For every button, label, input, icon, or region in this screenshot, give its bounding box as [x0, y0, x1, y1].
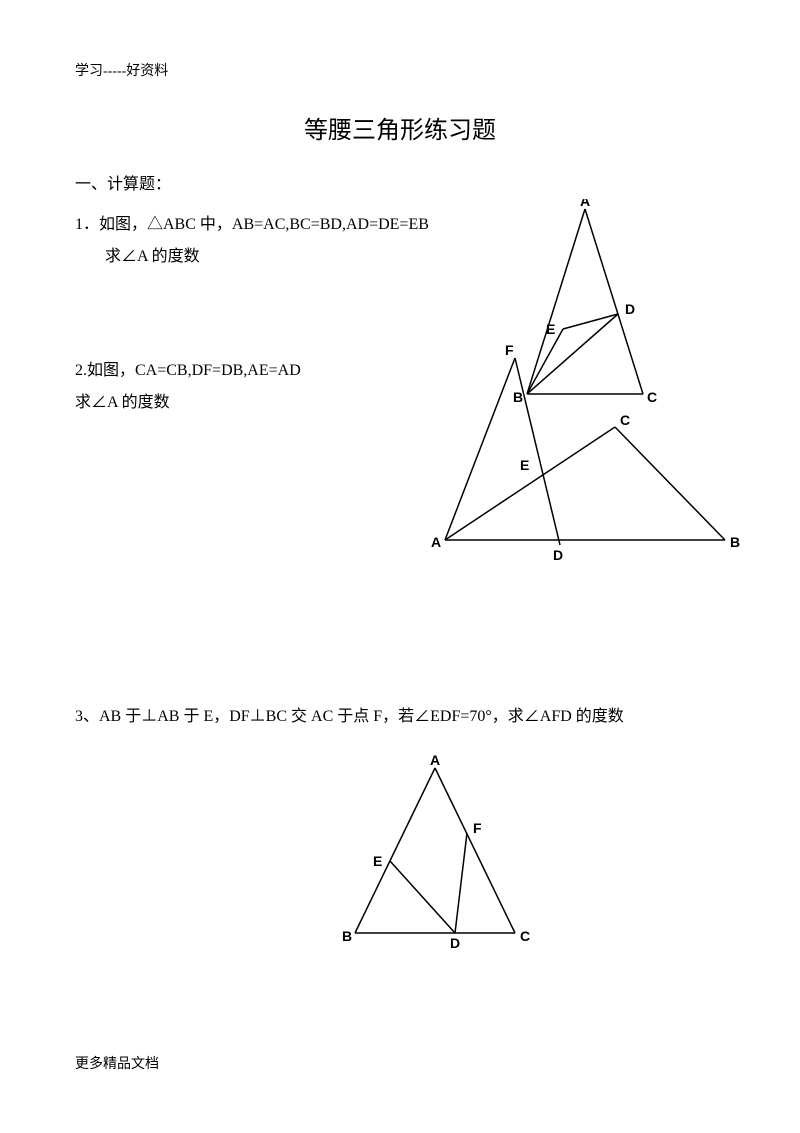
header-text: 学习-----好资料 — [75, 60, 725, 80]
problem-1: 1．如图，△ABC 中，AB=AC,BC=BD,AD=DE=EB 求∠A 的度数… — [75, 209, 725, 273]
label-b: B — [730, 534, 740, 550]
label-e: E — [520, 457, 529, 473]
diagram-2: A B C D E F — [425, 340, 745, 570]
problem-3-line-1: 3、AB 于⊥AB 于 E，DF⊥BC 交 AC 于点 F，若∠EDF=70°，… — [75, 701, 725, 733]
label-e: E — [546, 321, 555, 337]
label-b: B — [342, 928, 352, 944]
label-e: E — [373, 853, 382, 869]
page-title: 等腰三角形练习题 — [75, 110, 725, 145]
diagram-3: A B C D E F — [325, 753, 555, 953]
section-heading: 一、计算题： — [75, 170, 725, 194]
problem-3: 3、AB 于⊥AB 于 E，DF⊥BC 交 AC 于点 F，若∠EDF=70°，… — [75, 701, 725, 953]
problem-2-line-2: 求∠A 的度数 — [75, 387, 455, 419]
problem-1-line-2: 求∠A 的度数 — [75, 241, 455, 273]
label-d: D — [625, 301, 635, 317]
label-c: C — [520, 928, 530, 944]
label-c: C — [620, 412, 630, 428]
label-a: A — [431, 534, 441, 550]
problem-1-line-1: 1．如图，△ABC 中，AB=AC,BC=BD,AD=DE=EB — [75, 209, 455, 241]
label-f: F — [505, 342, 514, 358]
label-a: A — [580, 199, 590, 209]
footer-text: 更多精品文档 — [75, 1053, 159, 1073]
label-d: D — [553, 547, 563, 563]
label-d: D — [450, 935, 460, 951]
problem-2-line-1: 2.如图，CA=CB,DF=DB,AE=AD — [75, 355, 455, 387]
label-f: F — [473, 820, 482, 836]
label-a: A — [430, 753, 440, 768]
problem-2: 2.如图，CA=CB,DF=DB,AE=AD 求∠A 的度数 A B C D E… — [75, 355, 725, 419]
